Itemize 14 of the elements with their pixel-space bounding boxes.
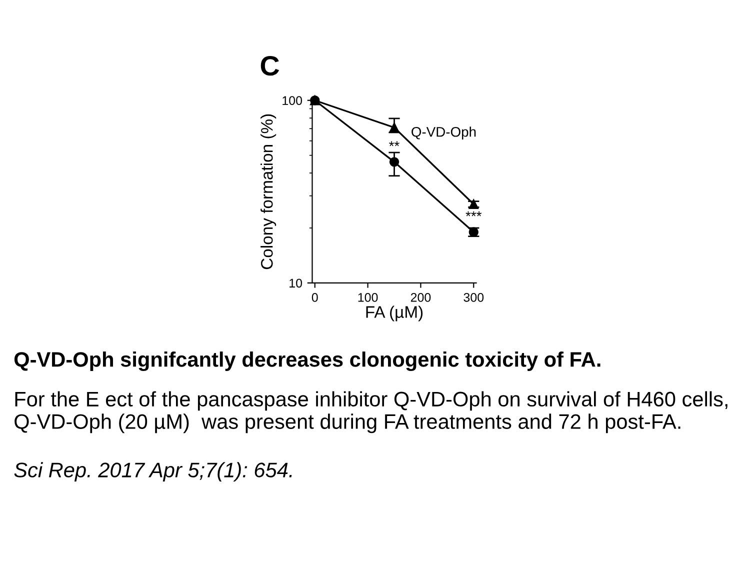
x-tick-label: 200 [410,292,431,302]
x-tick-label: 0 [312,292,318,302]
text: Q-VD-Oph signifcantly decreases clonogenic toxicity of FA. [14,352,600,372]
text: Sci Rep. 2017 Apr 5;7(1): 654. [14,462,292,482]
chart-title: C [260,56,280,76]
y-axis-title: Colony formation (%) [260,114,276,270]
y-tick-label: 10 [290,278,302,288]
annotation: *** [466,211,482,216]
x-axis-title: FA (µM) [366,306,423,322]
x-tick-label: 100 [358,292,378,302]
x-tick-label: 300 [464,292,484,302]
text: For the E ect of the pancaspase inhibitor Q-VD-Oph on survival of H460 cells, Q-VD-Oph (20 µM) was present during FA treatments and 72 h post-FA. [14,391,728,434]
annotation: ** [389,141,400,146]
series-label: Q-VD-Oph [412,126,476,140]
